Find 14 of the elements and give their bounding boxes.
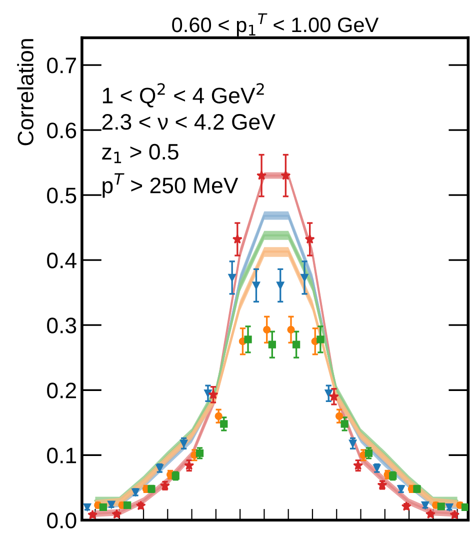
y-tick-label: 0.7 — [47, 58, 76, 74]
y-tick-label: 0.0 — [47, 512, 76, 528]
y-tick-label: 0.5 — [47, 188, 76, 204]
y-tick-label: 0.6 — [47, 122, 76, 138]
annotation: p$^{T}$ > 250 MeV — [102, 173, 238, 198]
annotation: 2.3 < ν < 4.2 GeV — [102, 114, 276, 130]
annotation: 1 < Q$^{2}$ < 4 GeV$^{2}$ — [102, 83, 264, 108]
chart-title: 0.60 < p$_{1}$$^{T}$ < 1.00 GeV — [172, 13, 379, 36]
annotation: z$_{1}$ > 0.5 — [102, 144, 178, 164]
y-tick-label: 0.4 — [47, 252, 76, 268]
y-tick-label: 0.2 — [47, 382, 76, 398]
y-tick-label: 0.3 — [47, 318, 76, 334]
y-tick-label: 0.1 — [47, 448, 76, 464]
y-axis-title: Correlation — [17, 39, 34, 146]
